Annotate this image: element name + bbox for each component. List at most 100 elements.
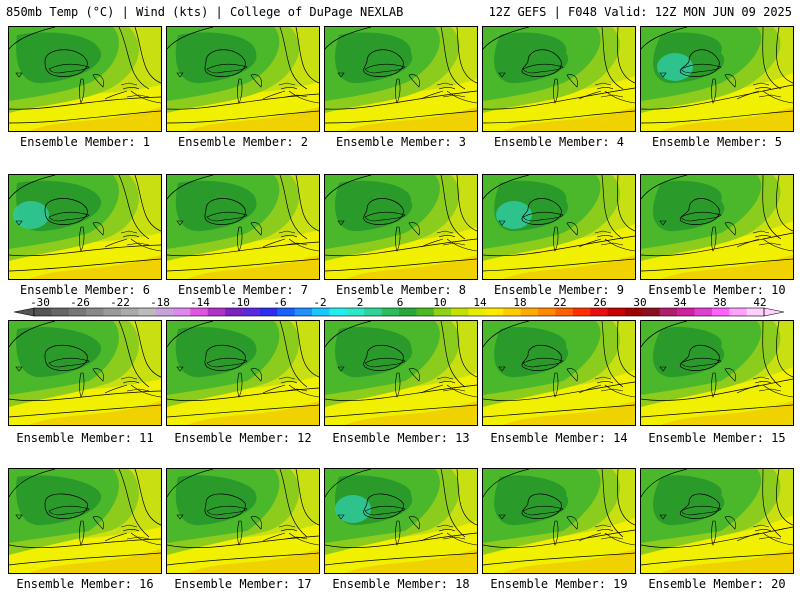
colorbar-swatch xyxy=(433,308,452,316)
colorbar-tick-label: -2 xyxy=(313,296,326,309)
colorbar-swatch xyxy=(711,308,730,316)
ensemble-map xyxy=(483,27,635,131)
ensemble-panel-10 xyxy=(640,174,794,280)
colorbar-swatch xyxy=(173,308,191,316)
ensemble-member-label: Ensemble Member: 16 xyxy=(16,577,154,591)
ensemble-map xyxy=(167,321,319,425)
ensemble-member-label: Ensemble Member: 8 xyxy=(335,283,467,297)
colorbar-swatch xyxy=(659,308,678,316)
ensemble-panel-15 xyxy=(640,320,794,426)
colorbar-tick-label: 10 xyxy=(433,296,446,309)
colorbar-swatch xyxy=(120,308,139,316)
colorbar-tick-label: 6 xyxy=(397,296,404,309)
colorbar-swatch xyxy=(746,308,765,316)
colorbar-swatch xyxy=(155,308,174,316)
ensemble-map xyxy=(325,27,477,131)
ensemble-member-label: Ensemble Member: 20 xyxy=(648,577,786,591)
colorbar-swatch xyxy=(207,308,226,316)
ensemble-panel-16 xyxy=(8,468,162,574)
colorbar-swatch xyxy=(590,308,608,316)
ensemble-member-label: Ensemble Member: 15 xyxy=(648,431,786,445)
ensemble-map xyxy=(9,321,161,425)
colorbar-swatch xyxy=(520,308,539,316)
ensemble-map xyxy=(9,469,161,573)
colorbar-tick-label: -22 xyxy=(110,296,130,309)
ensemble-map xyxy=(641,175,793,279)
colorbar-tick-label: -14 xyxy=(190,296,210,309)
ensemble-map xyxy=(9,175,161,279)
ensemble-panel-7 xyxy=(166,174,320,280)
colorbar-tick-label: 22 xyxy=(553,296,566,309)
ensemble-panel-14 xyxy=(482,320,636,426)
ensemble-panel-11 xyxy=(8,320,162,426)
colorbar-swatch xyxy=(729,308,747,316)
colorbar-tick-label: -10 xyxy=(230,296,250,309)
colorbar-swatch xyxy=(503,308,521,316)
colorbar-swatch xyxy=(68,308,87,316)
model-run-info: 12Z GEFS | F048 Valid: 12Z MON JUN 09 20… xyxy=(488,5,792,19)
ensemble-member-label: Ensemble Member: 5 xyxy=(651,135,783,149)
ensemble-map xyxy=(641,321,793,425)
ensemble-map xyxy=(325,321,477,425)
colorbar-swatch xyxy=(642,308,661,316)
ensemble-panel-13 xyxy=(324,320,478,426)
ensemble-map xyxy=(325,175,477,279)
ensemble-member-label: Ensemble Member: 12 xyxy=(174,431,312,445)
ensemble-member-label: Ensemble Member: 18 xyxy=(332,577,470,591)
colorbar-swatch xyxy=(312,308,330,316)
ensemble-map xyxy=(325,469,477,573)
colorbar-swatch xyxy=(329,308,348,316)
ensemble-panel-6 xyxy=(8,174,162,280)
colorbar-swatch xyxy=(694,308,713,316)
ensemble-map xyxy=(167,469,319,573)
colorbar-swatch xyxy=(381,308,400,316)
colorbar-swatch xyxy=(364,308,382,316)
ensemble-member-label: Ensemble Member: 14 xyxy=(490,431,628,445)
ensemble-member-label: Ensemble Member: 11 xyxy=(16,431,154,445)
colorbar-swatch xyxy=(399,308,417,316)
colorbar-tick-label: -30 xyxy=(30,296,50,309)
colorbar-swatch xyxy=(346,308,365,316)
colorbar-tick-label: -18 xyxy=(150,296,170,309)
ensemble-panel-12 xyxy=(166,320,320,426)
colorbar-tick-label: 14 xyxy=(473,296,487,309)
ensemble-member-label: Ensemble Member: 13 xyxy=(332,431,470,445)
colorbar-swatch xyxy=(468,308,487,316)
colorbar-tick-label: 42 xyxy=(753,296,766,309)
ensemble-map xyxy=(483,175,635,279)
ensemble-map xyxy=(641,27,793,131)
colorbar-swatch xyxy=(190,308,209,316)
temperature-colorbar: -30 -26 -22 -18 -14 -10 -6 -2 2 6 10 14 18 22 26 30 34 38… xyxy=(13,296,785,317)
colorbar-swatch xyxy=(51,308,70,316)
ensemble-panel-19 xyxy=(482,468,636,574)
colorbar-swatch xyxy=(485,308,504,316)
colorbar-tick-label: 30 xyxy=(633,296,646,309)
ensemble-member-label: Ensemble Member: 7 xyxy=(177,283,309,297)
colorbar-swatch xyxy=(416,308,435,316)
colorbar-tick-label: 26 xyxy=(593,296,606,309)
ensemble-panel-17 xyxy=(166,468,320,574)
colorbar-tick-label: 38 xyxy=(713,296,726,309)
colorbar-swatch xyxy=(225,308,243,316)
colorbar-swatch xyxy=(624,308,643,316)
colorbar-swatch xyxy=(555,308,574,316)
ensemble-map xyxy=(483,321,635,425)
colorbar-tick-label: 2 xyxy=(357,296,364,309)
ensemble-panel-8 xyxy=(324,174,478,280)
colorbar-tick-label: -26 xyxy=(70,296,90,309)
ensemble-member-label: Ensemble Member: 9 xyxy=(493,283,625,297)
ensemble-map xyxy=(167,27,319,131)
colorbar-right-arrow xyxy=(763,307,785,317)
colorbar-swatch xyxy=(607,308,626,316)
ensemble-panel-2 xyxy=(166,26,320,132)
colorbar-swatch xyxy=(103,308,122,316)
colorbar-swatch xyxy=(277,308,296,316)
ensemble-member-label: Ensemble Member: 2 xyxy=(177,135,309,149)
chart-title: 850mb Temp (°C) | Wind (kts) | College o… xyxy=(6,5,404,19)
ensemble-panel-20 xyxy=(640,468,794,574)
ensemble-map xyxy=(9,27,161,131)
colorbar-swatch xyxy=(86,308,104,316)
ensemble-member-label: Ensemble Member: 19 xyxy=(490,577,628,591)
ensemble-panel-18 xyxy=(324,468,478,574)
ensemble-panel-4 xyxy=(482,26,636,132)
